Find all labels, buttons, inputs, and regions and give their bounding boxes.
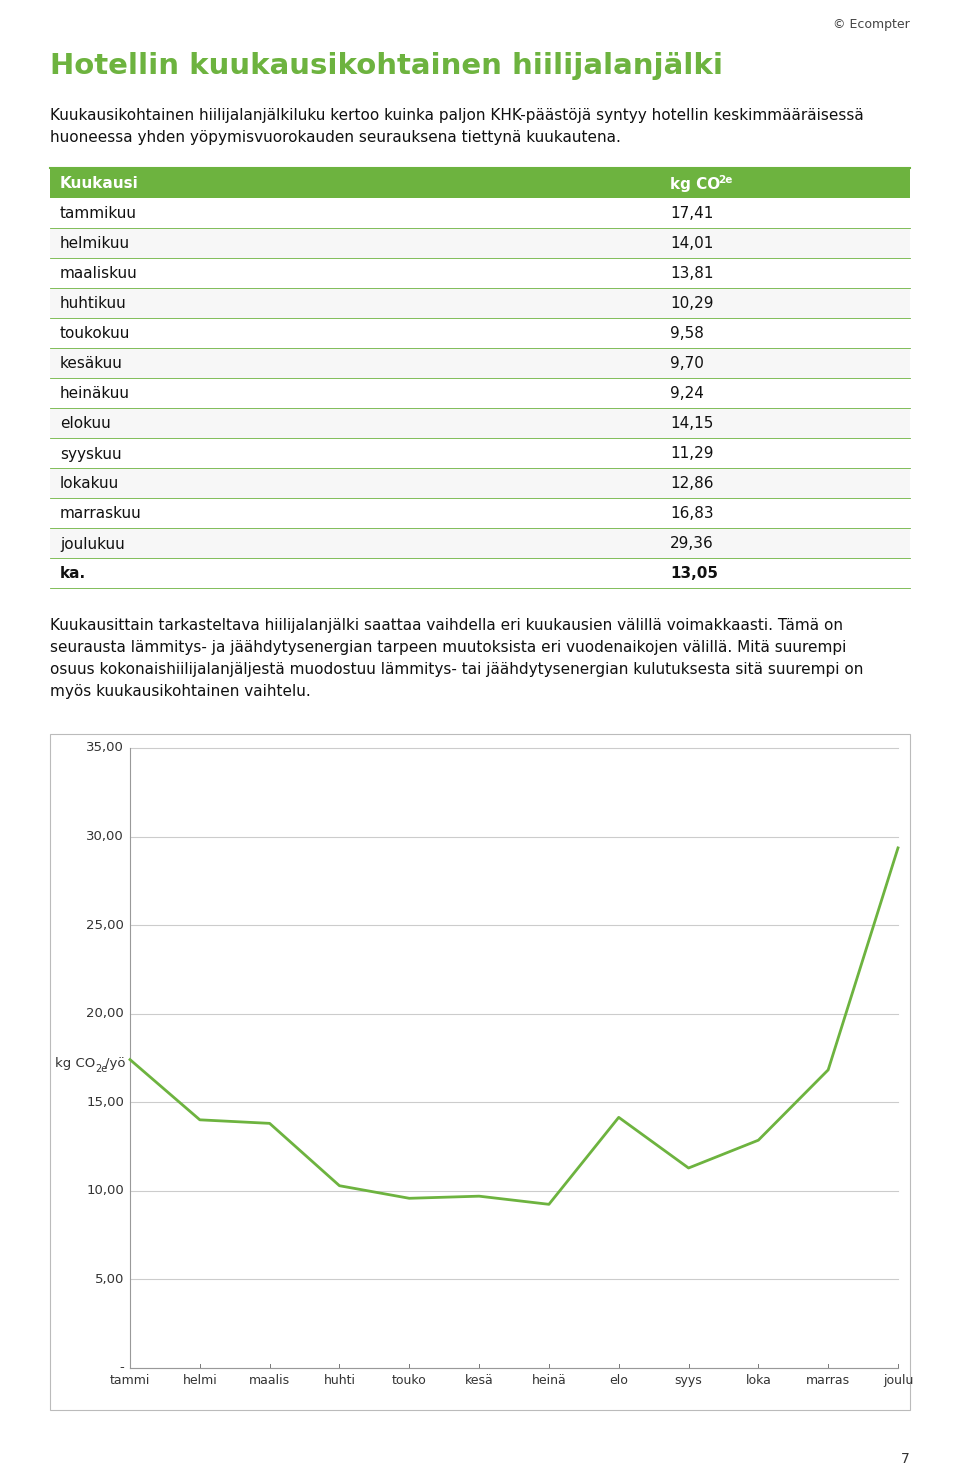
Bar <box>50 258 910 288</box>
Text: 9,24: 9,24 <box>670 386 704 402</box>
Bar <box>50 168 910 197</box>
Bar <box>50 378 910 408</box>
Text: 11,29: 11,29 <box>670 447 713 462</box>
Text: 2e: 2e <box>95 1064 108 1074</box>
Text: 9,70: 9,70 <box>670 356 704 371</box>
Text: kg CO: kg CO <box>55 1058 95 1070</box>
Text: 29,36: 29,36 <box>670 537 713 552</box>
Text: Kuukausikohtainen hiilijalanjälkiluku kertoo kuinka paljon KHK-päästöjä syntyy h: Kuukausikohtainen hiilijalanjälkiluku ke… <box>50 108 864 123</box>
Text: myös kuukausikohtainen vaihtelu.: myös kuukausikohtainen vaihtelu. <box>50 684 311 699</box>
Text: ka.: ka. <box>60 567 86 582</box>
Text: elokuu: elokuu <box>60 417 110 432</box>
Text: syyskuu: syyskuu <box>60 447 122 462</box>
Text: Kuukausittain tarkasteltava hiilijalanjälki saattaa vaihdella eri kuukausien väl: Kuukausittain tarkasteltava hiilijalanjä… <box>50 617 843 634</box>
Text: /yö: /yö <box>105 1058 126 1070</box>
Text: huoneessa yhden yöpymisvuorokauden seurauksena tiettynä kuukautena.: huoneessa yhden yöpymisvuorokauden seura… <box>50 131 621 145</box>
Text: Hotellin kuukausikohtainen hiilijalanjälki: Hotellin kuukausikohtainen hiilijalanjäl… <box>50 52 723 80</box>
Text: 16,83: 16,83 <box>670 506 713 521</box>
Text: 13,05: 13,05 <box>670 567 718 582</box>
Text: marras: marras <box>806 1374 851 1388</box>
Text: 35,00: 35,00 <box>86 742 124 754</box>
Text: lokakuu: lokakuu <box>60 476 119 491</box>
Text: © Ecompter: © Ecompter <box>833 18 910 31</box>
Text: 25,00: 25,00 <box>86 919 124 932</box>
Bar <box>50 735 910 1410</box>
Text: helmikuu: helmikuu <box>60 236 131 251</box>
Text: 14,15: 14,15 <box>670 417 713 432</box>
Text: 20,00: 20,00 <box>86 1008 124 1020</box>
Text: marraskuu: marraskuu <box>60 506 142 521</box>
Bar <box>50 229 910 258</box>
Text: heinäkuu: heinäkuu <box>60 386 130 402</box>
Text: Kuukausi: Kuukausi <box>60 177 139 191</box>
Text: 14,01: 14,01 <box>670 236 713 251</box>
Text: 7: 7 <box>901 1451 910 1466</box>
Text: kesäkuu: kesäkuu <box>60 356 123 371</box>
Text: maaliskuu: maaliskuu <box>60 267 137 282</box>
Text: helmi: helmi <box>182 1374 217 1388</box>
Bar <box>50 197 910 229</box>
Bar <box>50 318 910 349</box>
Text: 2e: 2e <box>718 175 732 186</box>
Bar <box>50 528 910 558</box>
Text: 9,58: 9,58 <box>670 326 704 341</box>
Text: joulu: joulu <box>883 1374 913 1388</box>
Text: tammi: tammi <box>109 1374 150 1388</box>
Text: osuus kokonaishiilijalanjäljestä muodostuu lämmitys- tai jäähdytysenergian kulut: osuus kokonaishiilijalanjäljestä muodost… <box>50 662 863 677</box>
Text: kg CO: kg CO <box>670 177 720 191</box>
Bar <box>50 499 910 528</box>
Text: joulukuu: joulukuu <box>60 537 125 552</box>
Text: 13,81: 13,81 <box>670 267 713 282</box>
Text: 10,29: 10,29 <box>670 297 713 312</box>
Text: 5,00: 5,00 <box>95 1273 124 1287</box>
Text: -: - <box>119 1361 124 1374</box>
Bar <box>50 288 910 318</box>
Bar <box>50 349 910 378</box>
Text: heinä: heinä <box>532 1374 566 1388</box>
Text: kesä: kesä <box>465 1374 493 1388</box>
Text: 10,00: 10,00 <box>86 1184 124 1198</box>
Text: 12,86: 12,86 <box>670 476 713 491</box>
Bar <box>50 558 910 588</box>
Bar <box>50 467 910 499</box>
Text: huhti: huhti <box>324 1374 355 1388</box>
Bar <box>50 438 910 467</box>
Text: touko: touko <box>392 1374 426 1388</box>
Text: 30,00: 30,00 <box>86 830 124 843</box>
Text: tammikuu: tammikuu <box>60 206 137 221</box>
Text: maalis: maalis <box>249 1374 290 1388</box>
Text: 15,00: 15,00 <box>86 1095 124 1109</box>
Text: loka: loka <box>745 1374 771 1388</box>
Text: 17,41: 17,41 <box>670 206 713 221</box>
Text: elo: elo <box>610 1374 628 1388</box>
Text: seurausta lämmitys- ja jäähdytysenergian tarpeen muutoksista eri vuodenaikojen v: seurausta lämmitys- ja jäähdytysenergian… <box>50 640 847 654</box>
Text: toukokuu: toukokuu <box>60 326 131 341</box>
Bar <box>50 408 910 438</box>
Text: huhtikuu: huhtikuu <box>60 297 127 312</box>
Text: syys: syys <box>675 1374 703 1388</box>
